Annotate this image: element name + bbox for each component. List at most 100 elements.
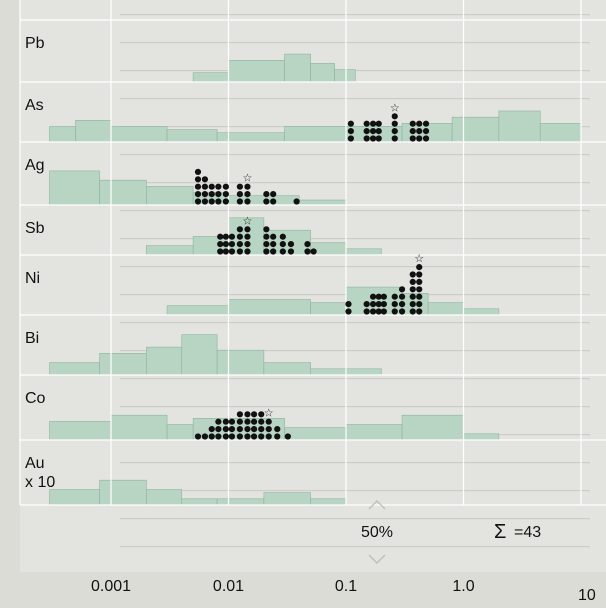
sample-dot: [375, 301, 382, 308]
total-annotation-group: Σ =43: [494, 521, 541, 543]
sample-dot: [244, 248, 251, 255]
histogram-bin: [427, 302, 464, 316]
histogram-bin: [181, 498, 218, 506]
sample-dot: [422, 128, 430, 135]
histogram-bin: [216, 498, 265, 506]
sample-dot: [270, 233, 277, 240]
sample-dot: [263, 241, 270, 248]
sample-dot: [369, 135, 377, 142]
sample-dot: [375, 120, 382, 127]
sample-dot: [363, 135, 370, 142]
histogram-bin: [49, 362, 100, 376]
histogram-bin: [284, 53, 311, 83]
sample-dot: [250, 418, 258, 425]
sample-dot: [263, 226, 270, 233]
histogram-bin: [110, 414, 168, 441]
sample-dot: [228, 426, 236, 433]
histogram-bin: [181, 334, 218, 376]
background-line: [120, 14, 590, 16]
background-line: [120, 182, 590, 184]
sample-dot: [363, 308, 370, 315]
histogram-bin: [310, 302, 347, 316]
sample-dot: [258, 433, 265, 440]
histogram-bin: [146, 245, 194, 256]
background-line: [120, 154, 590, 156]
sample-dot: [416, 120, 423, 127]
background-line: [120, 462, 590, 464]
sample-dot: [287, 248, 295, 255]
sample-dot: [369, 120, 377, 127]
sample-dot: [228, 433, 236, 440]
sample-dot: [398, 301, 406, 308]
background-line: [120, 406, 590, 408]
row-label: Pb: [25, 35, 45, 52]
sample-dot: [363, 120, 370, 127]
histogram-bin: [75, 120, 112, 143]
histogram-bin: [228, 299, 311, 316]
sample-dot: [236, 433, 243, 440]
sample-dot: [236, 418, 243, 425]
sample-dot: [222, 183, 229, 190]
histogram-bin: [49, 421, 112, 441]
sample-dot: [215, 426, 222, 433]
sample-dot: [265, 426, 272, 433]
background-line: [120, 322, 590, 324]
sample-dot: [208, 191, 215, 198]
sample-dot: [194, 433, 202, 440]
histogram-bin: [99, 479, 147, 506]
sample-dot: [375, 128, 382, 135]
sample-dot: [222, 241, 229, 248]
sample-dot: [293, 198, 300, 205]
sample-dot: [201, 191, 209, 198]
plot-background: [20, 0, 606, 572]
sample-dot: [217, 248, 224, 255]
sample-dot: [244, 198, 251, 205]
sample-dot: [345, 301, 352, 308]
row-label-multiplier: x 10: [25, 474, 55, 491]
histogram-bin: [49, 170, 100, 206]
sample-dot: [250, 411, 258, 418]
sample-dot: [244, 191, 251, 198]
sample-dot: [416, 308, 423, 315]
histogram-bin: [146, 186, 194, 206]
sample-dot: [409, 286, 416, 293]
sample-dot: [391, 113, 398, 120]
sample-dot: [265, 418, 272, 425]
sample-dot: [347, 128, 354, 135]
sample-dot: [222, 233, 229, 240]
sample-dot: [263, 248, 270, 255]
row-label: Ni: [25, 270, 40, 287]
background-line: [120, 210, 590, 212]
histogram-bin: [49, 126, 76, 143]
sample-dot: [369, 128, 377, 135]
sample-dot: [201, 176, 209, 183]
x-tick-label: 0.01: [213, 578, 244, 595]
histogram-bin: [310, 63, 335, 83]
histogram-bin: [146, 489, 183, 506]
sample-dot: [228, 418, 236, 425]
sample-dot: [263, 191, 270, 198]
sample-dot: [258, 418, 265, 425]
sample-dot: [398, 293, 406, 300]
sample-dot: [222, 248, 229, 255]
median-star-icon: ☆: [243, 214, 253, 227]
sample-dot: [270, 248, 277, 255]
sample-dot: [244, 433, 251, 440]
sample-dot: [304, 248, 311, 255]
sample-dot: [380, 293, 387, 300]
sample-dot: [375, 293, 382, 300]
sample-dot: [375, 308, 382, 315]
sample-dot: [201, 433, 209, 440]
sample-dot: [369, 308, 377, 315]
row-label: Co: [25, 390, 46, 407]
sample-dot: [391, 135, 398, 142]
sample-dot: [194, 183, 202, 190]
sample-dot: [194, 198, 202, 205]
sample-dot: [244, 226, 251, 233]
sample-dot: [194, 191, 202, 198]
sample-dot: [236, 183, 243, 190]
sample-dot: [409, 271, 416, 278]
sample-dot: [391, 293, 398, 300]
sample-dot: [215, 198, 222, 205]
